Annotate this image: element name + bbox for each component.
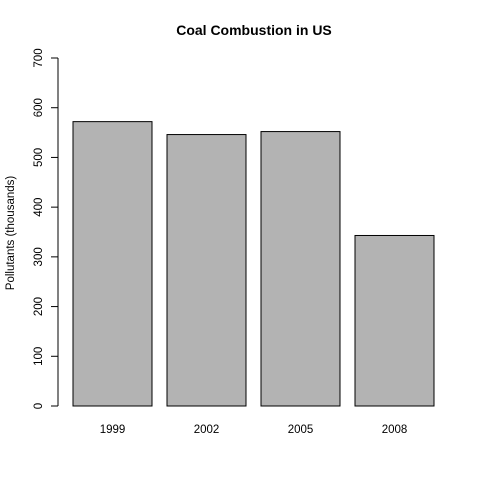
bar: [166, 134, 247, 407]
x-category-label: 1999: [100, 424, 126, 436]
y-axis: 0 100 200 300 400 500 600 700: [33, 48, 59, 409]
bar: [354, 234, 435, 407]
y-tick-label: 600: [33, 98, 45, 117]
bars-group: [72, 121, 435, 407]
y-tick-label: 100: [33, 347, 45, 366]
y-tick-label: 700: [33, 48, 45, 67]
x-category-label: 2008: [382, 424, 408, 436]
y-tick-label: 300: [33, 247, 45, 266]
bar: [72, 121, 153, 407]
x-category-label: 2005: [288, 424, 314, 436]
x-category-label: 2002: [194, 424, 220, 436]
y-axis-label: Pollutants (thousands): [5, 176, 17, 291]
x-axis-labels: 1999 2002 2005 2008: [100, 424, 408, 436]
y-tick-label: 400: [33, 198, 45, 217]
y-tick-label: 500: [33, 148, 45, 167]
chart-title: Coal Combustion in US: [176, 22, 332, 38]
y-tick-label: 0: [33, 403, 45, 409]
bar: [260, 131, 341, 407]
y-tick-label: 200: [33, 297, 45, 316]
